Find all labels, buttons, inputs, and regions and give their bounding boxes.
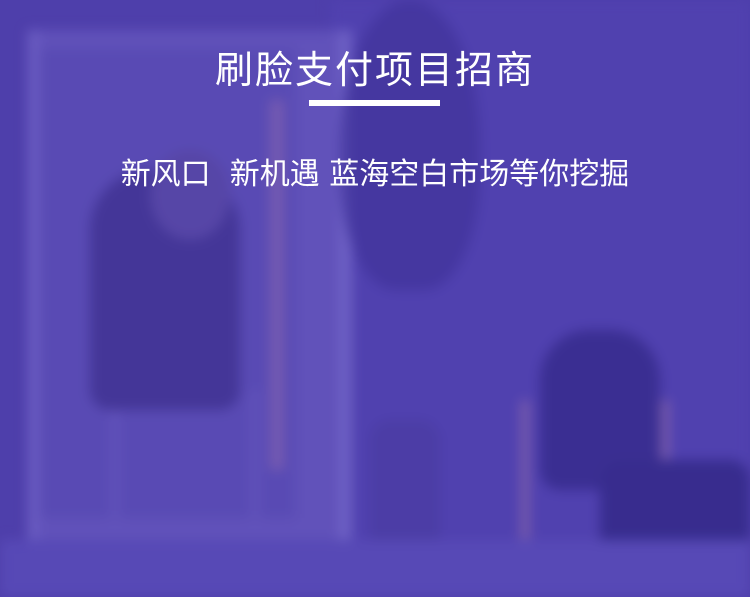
title-underline xyxy=(309,100,440,106)
background-person-left-head xyxy=(150,150,230,240)
background-window-bar xyxy=(270,100,284,470)
background-floor xyxy=(0,540,750,597)
background-plant xyxy=(340,0,480,290)
banner-subtitle: 新风口 新机遇 蓝海空白市场等你挖掘 xyxy=(120,157,630,192)
background-chair-left xyxy=(110,390,260,540)
banner-title: 刷脸支付项目招商 xyxy=(214,48,535,92)
